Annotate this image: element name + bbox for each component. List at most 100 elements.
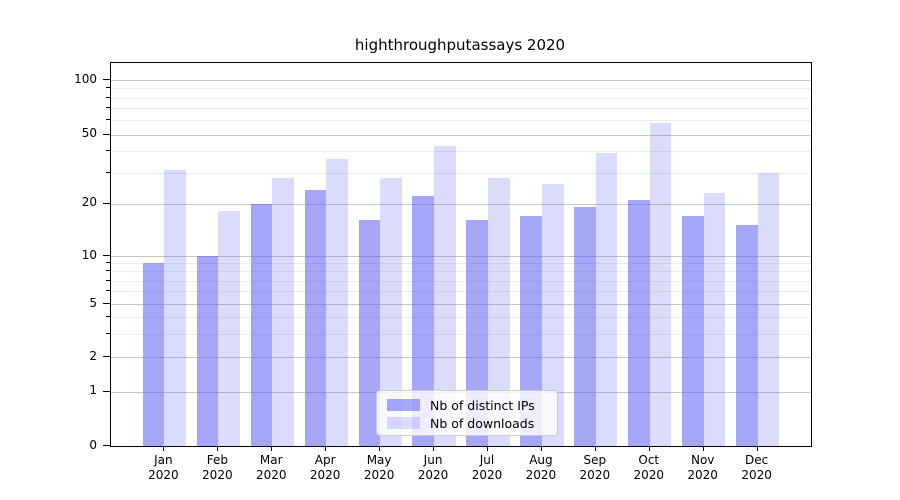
y-minor-tick-mark-9 [106,262,110,264]
y-minor-tick-mark-60 [106,119,110,121]
x-tick-mark-dec-2020 [756,446,758,451]
x-tick-label-aug-2020: Aug 2020 [525,453,557,482]
bar-downloads-may-2020 [380,178,402,446]
bar-downloads-jan-2020 [164,170,186,446]
x-tick-mark-feb-2020 [217,446,219,451]
x-tick-label-feb-2020: Feb 2020 [202,453,233,482]
bar-ips-may-2020 [358,220,381,446]
x-tick-label-dec-2020: Dec 2020 [741,453,772,482]
y-tick-mark-10 [103,255,110,256]
y-tick-label-100: 100 [74,71,97,86]
y-tick-label-50: 50 [81,126,97,140]
y-minor-tick-mark-6 [106,290,110,292]
gridline-minor-80 [111,97,811,99]
bar-ips-jun-2020 [412,196,435,446]
gridline-minor-30 [111,172,811,174]
y-tick-label-0: 0 [89,437,97,452]
y-minor-tick-mark-90 [106,87,110,89]
bar-downloads-apr-2020 [326,159,348,446]
legend: Nb of distinct IPs Nb of downloads [376,390,558,436]
gridline-major-100 [111,80,811,81]
bar-downloads-oct-2020 [649,122,672,446]
x-tick-label-oct-2020: Oct 2020 [633,453,665,482]
bar-ips-nov-2020 [682,215,704,446]
gridline-minor-3 [111,333,811,335]
bar-ips-sep-2020 [574,207,596,446]
bar-ips-jul-2020 [466,220,488,446]
gridline-minor-90 [111,88,811,90]
gridline-minor-7 [111,280,811,282]
x-tick-mark-apr-2020 [325,446,327,451]
x-tick-label-mar-2020: Mar 2020 [255,453,287,482]
y-tick-mark-100 [103,79,110,80]
x-tick-mark-jun-2020 [433,446,435,451]
bar-downloads-feb-2020 [218,211,240,446]
bar-downloads-aug-2020 [541,183,564,446]
bar-downloads-mar-2020 [272,178,294,446]
y-tick-mark-5 [103,303,110,304]
x-tick-label-apr-2020: Apr 2020 [309,453,341,482]
legend-item-downloads: Nb of downloads [387,414,557,432]
x-tick-mark-may-2020 [379,446,381,451]
x-tick-mark-sep-2020 [594,446,596,451]
bar-ips-apr-2020 [304,189,327,446]
gridline-minor-9 [111,263,811,265]
bar-downloads-jun-2020 [434,145,456,446]
x-tick-mark-oct-2020 [648,446,650,451]
y-tick-label-10: 10 [81,247,97,262]
y-tick-mark-2 [103,356,110,357]
bar-ips-mar-2020 [250,203,273,446]
x-tick-mark-jan-2020 [163,446,165,451]
y-minor-tick-mark-3 [106,332,110,334]
bar-downloads-sep-2020 [595,153,618,446]
y-minor-tick-mark-30 [106,171,110,173]
gridline-major-20 [111,203,811,205]
gridline-major-2 [111,357,811,358]
bar-ips-aug-2020 [520,215,542,446]
bar-ips-oct-2020 [628,199,650,446]
x-tick-label-jul-2020: Jul 2020 [471,453,503,482]
legend-swatch-downloads [387,417,420,429]
legend-item-distinct-ips: Nb of distinct IPs [387,396,557,414]
bar-downloads-dec-2020 [757,172,780,446]
x-tick-mark-nov-2020 [702,446,704,451]
legend-swatch-distinct-ips [387,399,420,411]
gridline-major-5 [111,304,811,305]
y-minor-tick-mark-4 [106,315,110,317]
y-tick-mark-20 [103,202,110,204]
legend-label-downloads: Nb of downloads [430,415,535,431]
bar-ips-jan-2020 [142,263,165,446]
x-tick-label-sep-2020: Sep 2020 [579,453,611,482]
y-minor-tick-mark-70 [106,107,110,109]
y-tick-label-5: 5 [89,295,97,310]
x-tick-label-jun-2020: Jun 2020 [417,453,449,482]
x-tick-mark-mar-2020 [271,446,273,451]
gridline-major-50 [111,134,811,136]
gridline-major-10 [111,256,811,257]
x-tick-label-jan-2020: Jan 2020 [148,453,179,482]
gridline-minor-4 [111,316,811,318]
bar-ips-feb-2020 [196,256,219,446]
gridline-minor-40 [111,151,811,153]
x-tick-mark-aug-2020 [540,446,542,451]
gridline-minor-8 [111,271,811,273]
gridline-minor-6 [111,291,811,293]
x-tick-mark-jul-2020 [486,446,488,451]
chart-title: highthroughputassays 2020 [354,36,566,54]
bar-downloads-jul-2020 [487,178,510,446]
x-tick-label-nov-2020: Nov 2020 [687,453,718,482]
bar-ips-dec-2020 [736,225,758,446]
y-tick-mark-0 [103,445,110,446]
gridline-minor-70 [111,108,811,110]
y-tick-label-1: 1 [89,383,97,397]
y-tick-label-2: 2 [89,348,97,363]
y-tick-mark-1 [103,390,110,392]
y-minor-tick-mark-7 [106,279,110,281]
plot-area: Nb of distinct IPs Nb of downloads [110,62,812,447]
bar-downloads-nov-2020 [703,192,726,446]
x-tick-label-may-2020: May 2020 [363,453,395,482]
y-minor-tick-mark-8 [106,270,110,272]
legend-label-distinct-ips: Nb of distinct IPs [430,397,535,413]
y-minor-tick-mark-80 [106,96,110,98]
